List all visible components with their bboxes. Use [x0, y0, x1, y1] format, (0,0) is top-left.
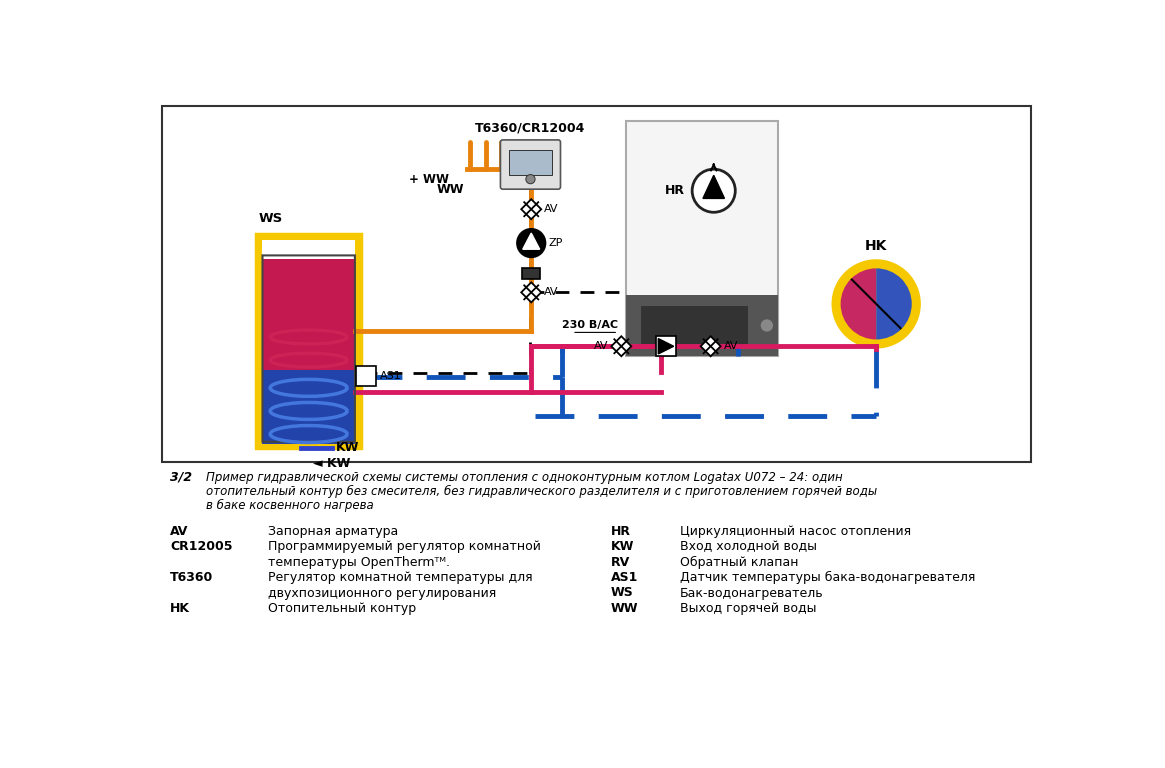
Text: Z: Z — [365, 372, 374, 384]
Text: AV: AV — [594, 341, 608, 351]
Text: AV: AV — [544, 287, 559, 297]
Wedge shape — [262, 260, 355, 306]
Wedge shape — [262, 260, 355, 306]
Bar — [626, 295, 778, 356]
Text: KW: KW — [610, 541, 634, 553]
Text: Регулятор комнатной температуры для: Регулятор комнатной температуры для — [268, 571, 532, 584]
Text: RV: RV — [610, 556, 630, 568]
Text: отопительный контур без смесителя, без гидравлического разделителя и с приготовл: отопительный контур без смесителя, без г… — [206, 485, 877, 498]
Text: ZP: ZP — [549, 238, 564, 248]
Text: 230 В/АС: 230 В/АС — [562, 320, 619, 330]
Polygon shape — [521, 199, 542, 219]
Text: HR: HR — [610, 525, 630, 538]
Circle shape — [525, 174, 535, 184]
Wedge shape — [876, 267, 913, 341]
Text: KW: KW — [336, 442, 359, 455]
Polygon shape — [612, 336, 631, 356]
Polygon shape — [700, 336, 721, 356]
Bar — [262, 370, 355, 444]
Text: HK: HK — [864, 239, 888, 253]
Bar — [162, 106, 1031, 462]
Text: AV: AV — [723, 341, 739, 351]
Text: CR12005: CR12005 — [170, 541, 233, 553]
Text: в баке косвенного нагрева: в баке косвенного нагрева — [206, 498, 374, 511]
Bar — [356, 366, 376, 386]
Text: WS: WS — [259, 212, 283, 224]
Text: WS: WS — [610, 587, 634, 600]
Text: Пример гидравлической схемы системы отопления с одноконтурным котлом Logatax U07: Пример гидравлической схемы системы отоп… — [206, 471, 843, 484]
Text: HR: HR — [664, 184, 685, 197]
Text: WW: WW — [610, 602, 638, 615]
Text: HK: HK — [170, 602, 190, 615]
Circle shape — [692, 169, 735, 212]
Polygon shape — [658, 339, 673, 354]
Text: AV: AV — [170, 525, 189, 538]
Text: Запорная арматура: Запорная арматура — [268, 525, 398, 538]
Text: AV: AV — [544, 204, 559, 214]
Bar — [262, 260, 355, 370]
Bar — [509, 150, 552, 175]
Text: AS1: AS1 — [380, 370, 402, 380]
Polygon shape — [702, 175, 725, 198]
Text: Выход горячей воды: Выход горячей воды — [680, 602, 817, 615]
Bar — [256, 233, 361, 448]
Bar — [626, 121, 778, 356]
Text: Вход холодной воды: Вход холодной воды — [680, 541, 817, 553]
FancyBboxPatch shape — [501, 140, 560, 189]
Text: 3/2: 3/2 — [170, 471, 192, 484]
Bar — [262, 240, 355, 442]
Bar — [642, 306, 748, 345]
Text: двухпозиционного регулирования: двухпозиционного регулирования — [268, 587, 496, 600]
Text: WW: WW — [437, 183, 464, 196]
Text: Бак-водонагреватель: Бак-водонагреватель — [680, 587, 824, 600]
Text: Программируемый регулятор комнатной: Программируемый регулятор комнатной — [268, 541, 541, 553]
Text: Отопительный контур: Отопительный контур — [268, 602, 416, 615]
Text: AS1: AS1 — [610, 571, 638, 584]
Wedge shape — [839, 267, 876, 341]
Circle shape — [832, 260, 920, 349]
Text: ◄ KW: ◄ KW — [312, 457, 350, 470]
Polygon shape — [521, 283, 542, 303]
Text: Обратный клапан: Обратный клапан — [680, 556, 798, 569]
Circle shape — [517, 229, 545, 257]
Text: + WW: + WW — [409, 173, 449, 186]
Text: Датчик температуры бака-водонагревателя: Датчик температуры бака-водонагревателя — [680, 571, 975, 584]
Text: температуры OpenThermᵀᴹ.: температуры OpenThermᵀᴹ. — [268, 556, 450, 568]
Text: T6360: T6360 — [170, 571, 213, 584]
Circle shape — [761, 319, 774, 332]
Text: Циркуляционный насос отопления: Циркуляционный насос отопления — [680, 525, 911, 538]
Wedge shape — [262, 386, 355, 432]
Polygon shape — [523, 233, 539, 250]
Bar — [656, 336, 676, 356]
Bar — [522, 269, 541, 280]
Text: T6360/CR12004: T6360/CR12004 — [475, 121, 586, 134]
